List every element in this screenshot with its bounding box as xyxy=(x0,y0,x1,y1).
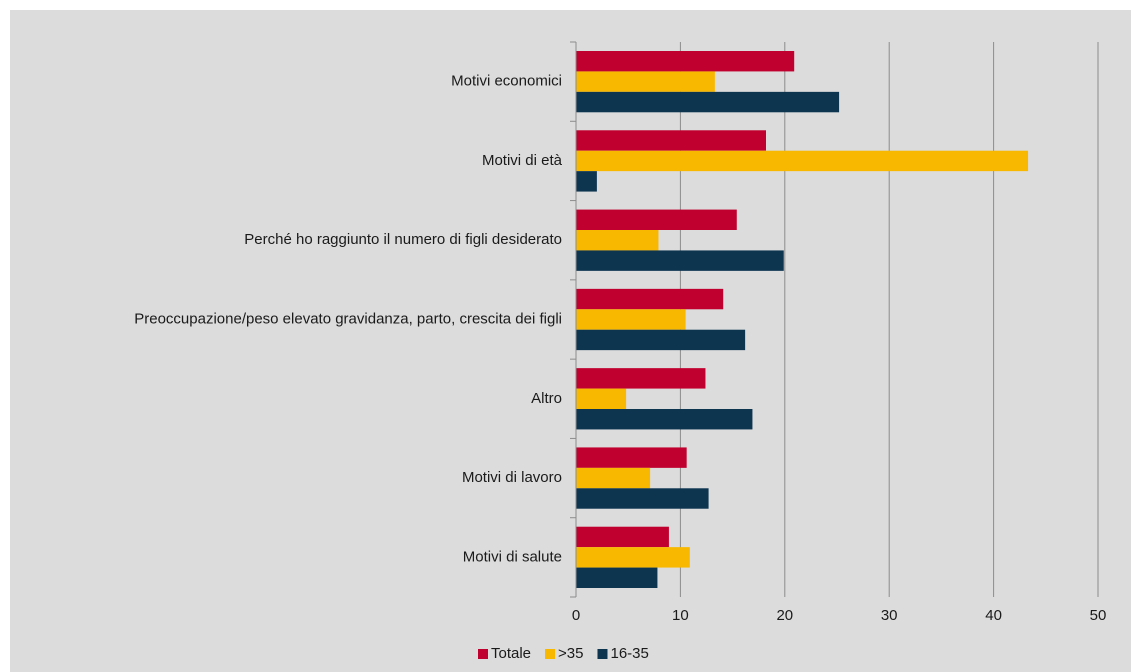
bar xyxy=(576,488,709,509)
bar xyxy=(576,526,669,548)
y-tick-label: Motivi di lavoro xyxy=(462,469,562,486)
bar xyxy=(576,250,784,271)
legend-label: 16-35 xyxy=(610,645,648,662)
legend-label: >35 xyxy=(558,645,583,662)
bar xyxy=(576,368,706,389)
bar xyxy=(576,467,651,489)
bar xyxy=(576,209,737,230)
x-tick-label: 10 xyxy=(672,607,689,624)
y-tick-label: Motivi economici xyxy=(451,73,562,90)
y-tick-label: Motivi di salute xyxy=(463,548,562,565)
y-tick-label: Preoccupazione/peso elevato gravidanza, … xyxy=(134,310,562,327)
bar xyxy=(576,309,686,330)
bar xyxy=(576,447,687,468)
bar xyxy=(576,567,658,588)
bar xyxy=(576,130,767,151)
bar xyxy=(576,171,597,192)
legend-swatch xyxy=(545,649,556,659)
x-tick-label: 50 xyxy=(1090,607,1107,624)
legend-swatch xyxy=(597,649,608,659)
bar xyxy=(576,51,795,72)
bar xyxy=(576,547,690,568)
x-tick-label: 20 xyxy=(776,607,793,624)
bar xyxy=(576,71,715,92)
x-tick-label: 40 xyxy=(985,607,1002,624)
bar xyxy=(576,409,753,430)
x-tick-label: 0 xyxy=(572,607,580,624)
bar xyxy=(576,91,840,113)
chart-background xyxy=(10,10,1131,672)
legend-label: Totale xyxy=(491,645,531,662)
bar xyxy=(576,150,1029,172)
y-tick-label: Motivi di età xyxy=(482,152,563,169)
y-tick-label: Perché ho raggiunto il numero di figli d… xyxy=(244,231,562,248)
bar xyxy=(576,388,627,409)
legend-swatch xyxy=(478,649,488,659)
y-tick-label: Altro xyxy=(531,390,562,407)
bar xyxy=(576,329,746,351)
x-tick-label: 30 xyxy=(881,607,898,624)
bar xyxy=(576,288,724,310)
bar xyxy=(576,230,659,251)
